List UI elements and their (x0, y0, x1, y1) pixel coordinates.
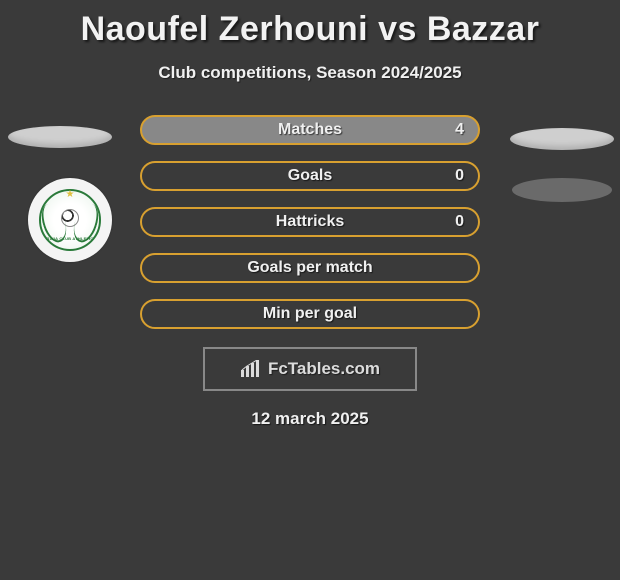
stat-value: 0 (455, 213, 464, 231)
stat-label: Goals per match (247, 259, 372, 277)
stat-row-goals: Goals 0 (140, 161, 480, 191)
stat-label: Hattricks (276, 213, 344, 231)
stat-row-matches: Matches 4 (140, 115, 480, 145)
stat-value: 0 (455, 167, 464, 185)
club-left-logo: ★ RAJA CLUB ATHLETIC (28, 178, 112, 262)
stat-label: Min per goal (263, 305, 357, 323)
subtitle: Club competitions, Season 2024/2025 (0, 63, 620, 83)
watermark-text: FcTables.com (268, 359, 380, 379)
stat-row-goals-per-match: Goals per match (140, 253, 480, 283)
player-right-placeholder (510, 128, 614, 150)
club-crest-icon: ★ RAJA CLUB ATHLETIC (39, 189, 101, 251)
stat-value: 4 (455, 121, 464, 139)
date-text: 12 march 2025 (0, 409, 620, 429)
watermark: FcTables.com (203, 347, 417, 391)
stat-label: Matches (278, 121, 342, 139)
stat-row-hattricks: Hattricks 0 (140, 207, 480, 237)
stat-label: Goals (288, 167, 332, 185)
stat-row-min-per-goal: Min per goal (140, 299, 480, 329)
bar-chart-icon (240, 360, 262, 378)
page-title: Naoufel Zerhouni vs Bazzar (0, 0, 620, 49)
club-right-placeholder (512, 178, 612, 202)
club-ribbon-text: RAJA CLUB ATHLETIC (46, 236, 93, 241)
player-left-placeholder (8, 126, 112, 148)
star-icon: ★ (66, 189, 75, 200)
